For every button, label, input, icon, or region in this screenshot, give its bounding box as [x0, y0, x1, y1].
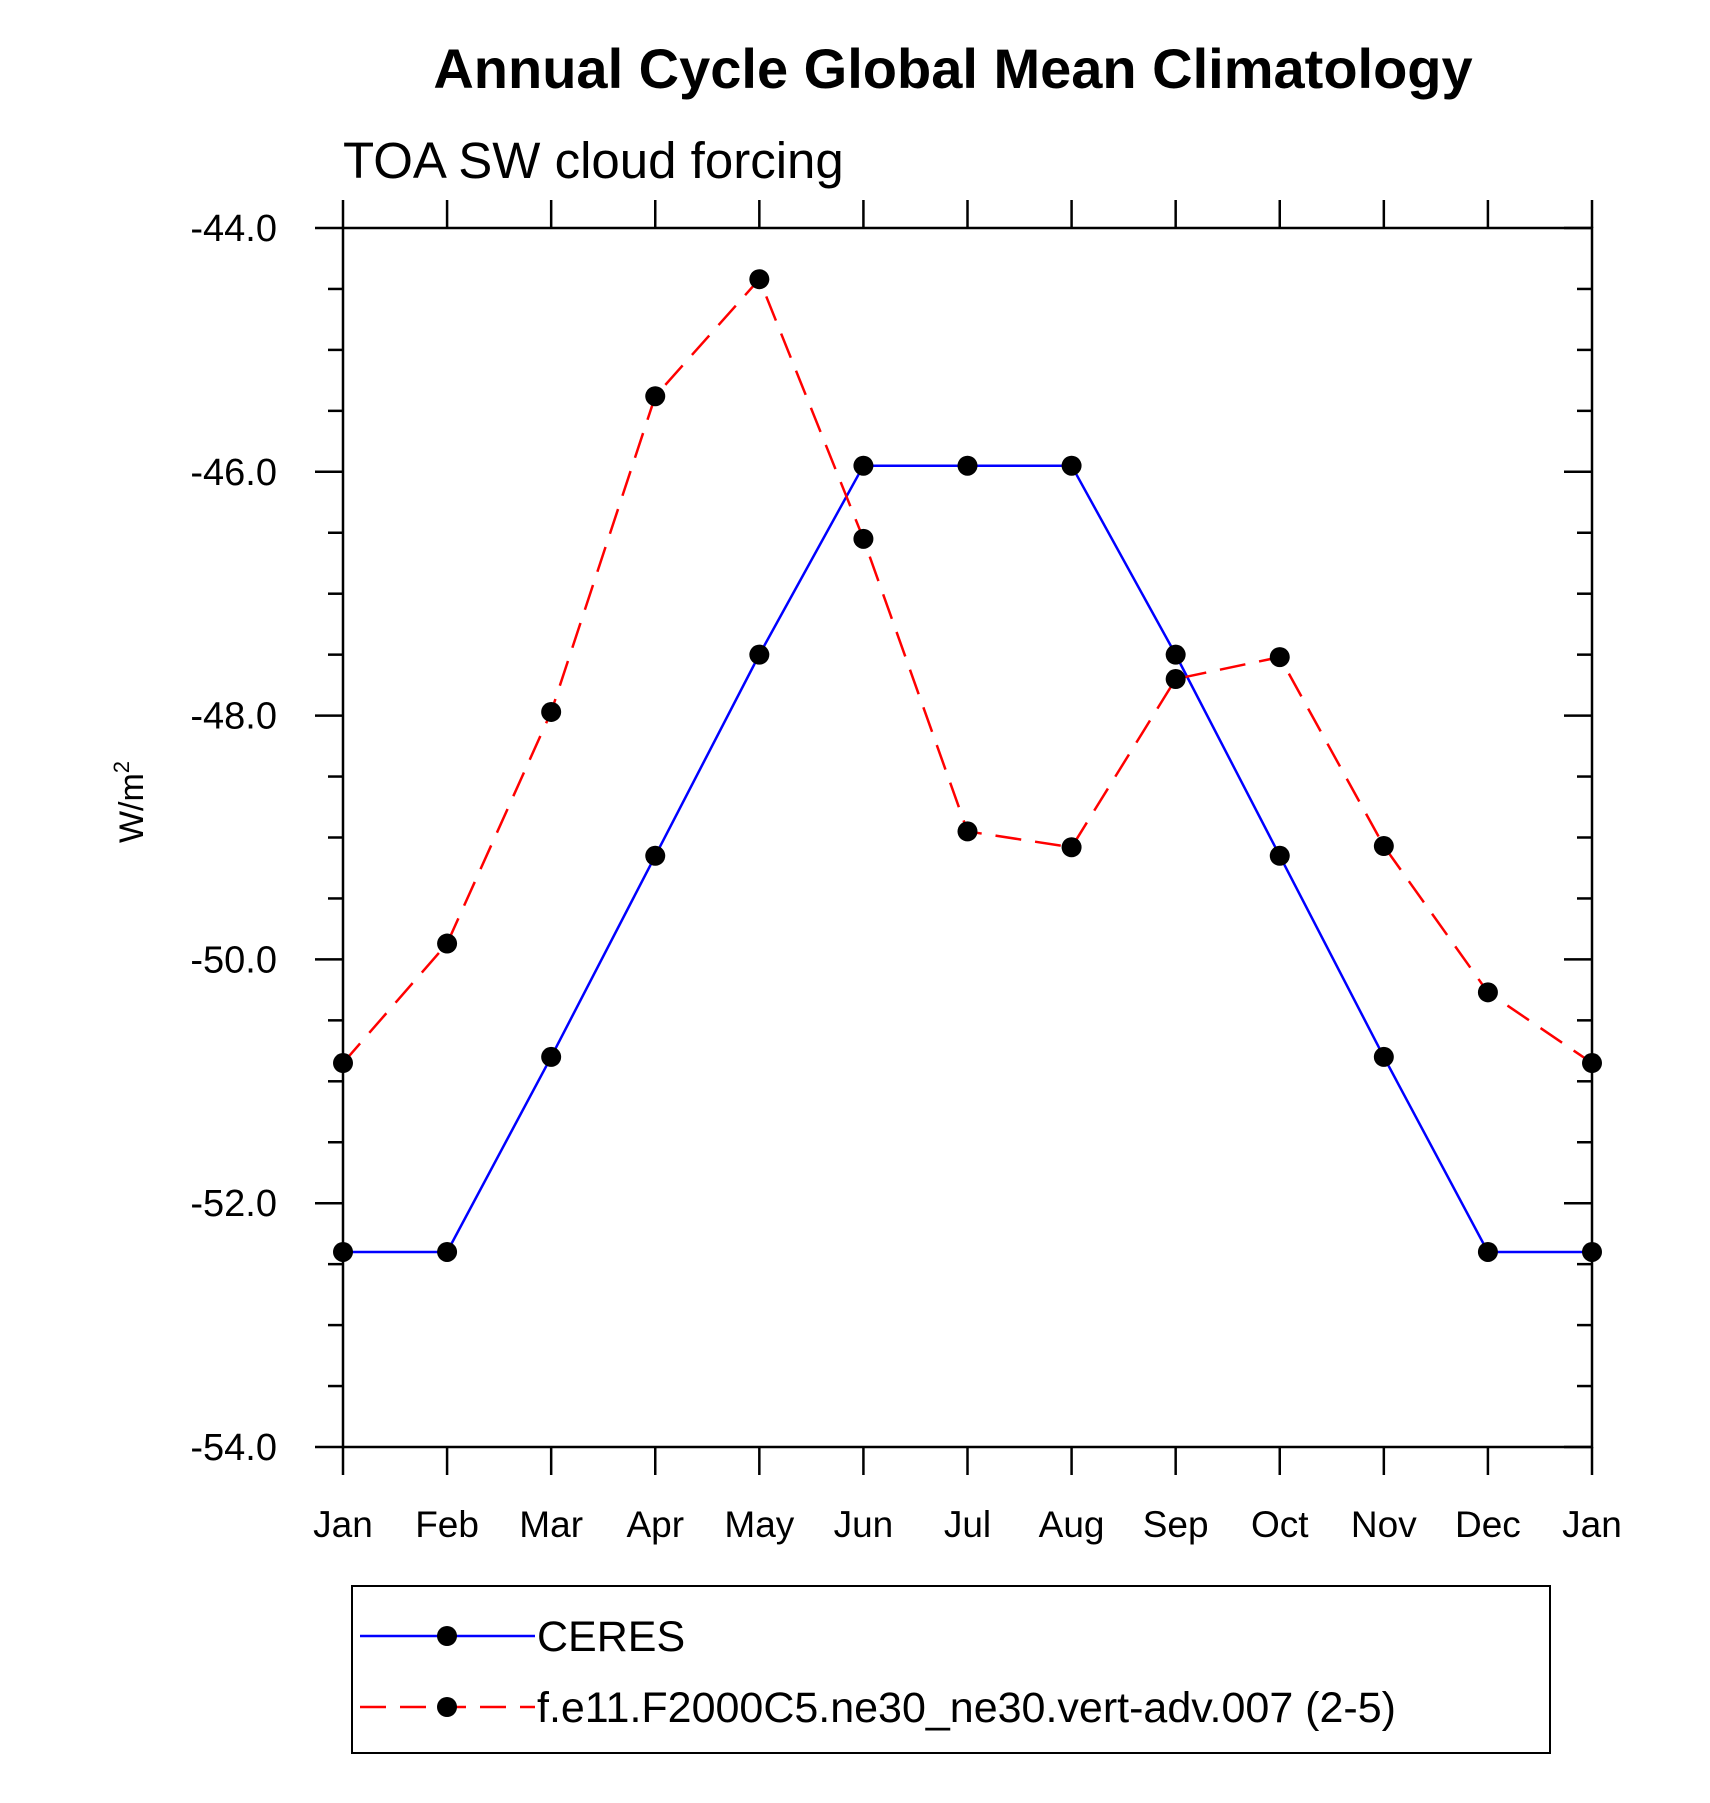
x-tick-label: Sep — [1143, 1504, 1209, 1545]
series-1-point — [437, 1241, 458, 1262]
legend-marker-2 — [437, 1697, 457, 1717]
series-1-point — [1269, 845, 1290, 866]
x-tick-label: Jan — [313, 1504, 373, 1545]
series-1-point — [957, 455, 978, 476]
y-tick-label: -48.0 — [190, 696, 277, 738]
series-2-point — [645, 386, 666, 407]
y-axis-label-superscript: 2 — [109, 761, 134, 773]
series-2-point — [749, 269, 770, 290]
x-tick-label: Jan — [1562, 1504, 1622, 1545]
series-2-point — [1582, 1053, 1602, 1074]
x-tick-label: Mar — [519, 1504, 583, 1545]
axes: -54.0 -52.0 -50.0 -48.0 -46.0 -44.0 Jan Feb Mar A… — [190, 200, 1622, 1545]
y-axis-label: W/m2 — [109, 761, 151, 843]
series-1-point — [749, 644, 770, 665]
x-tick-label: Jun — [834, 1504, 894, 1545]
x-tick-label: May — [724, 1504, 794, 1545]
chart-subtitle: TOA SW cloud forcing — [343, 132, 844, 189]
x-tick-label: Apr — [626, 1504, 684, 1545]
x-tick-label: Oct — [1251, 1504, 1309, 1545]
series-2-point — [853, 528, 874, 549]
y-tick-label: -46.0 — [190, 452, 277, 494]
series-1-point — [541, 1046, 562, 1067]
series-2-point — [1373, 836, 1394, 857]
series-2-point — [1061, 837, 1082, 858]
legend-marker-1 — [437, 1626, 457, 1646]
series-1-point — [333, 1241, 353, 1262]
series-1-point — [1582, 1241, 1602, 1262]
series-1-point — [853, 455, 874, 476]
series-2-point — [437, 933, 458, 954]
x-tick-label: Dec — [1455, 1504, 1521, 1545]
series-1-point — [1373, 1046, 1394, 1067]
x-tick-label: Nov — [1351, 1504, 1417, 1545]
x-tick-label: Aug — [1039, 1504, 1105, 1545]
y-tick-label: -54.0 — [190, 1427, 277, 1469]
x-tick-label: Jul — [944, 1504, 991, 1545]
series-1-point — [1165, 644, 1186, 665]
series-layer — [333, 269, 1602, 1262]
series-1-point — [645, 845, 666, 866]
series-2-point — [1477, 982, 1498, 1003]
series-line-2 — [342, 276, 1593, 1065]
legend-label-2: f.e11.F2000C5.ne30_ne30.vert-adv.007 (2-… — [537, 1684, 1396, 1732]
y-tick-label: -44.0 — [190, 208, 277, 250]
legend-box — [351, 1585, 1551, 1754]
series-1-point — [1061, 455, 1082, 476]
legend: CERES f.e11.F2000C5.ne30_ne30.vert-adv.00… — [351, 1585, 1551, 1754]
series-2-point — [957, 821, 978, 842]
legend-label-1: CERES — [537, 1613, 685, 1661]
series-2-point — [1269, 647, 1290, 668]
series-2-point — [1165, 669, 1186, 690]
y-axis-label-main: W/m — [113, 773, 151, 843]
chart-title: Annual Cycle Global Mean Climatology — [433, 37, 1472, 100]
series-1-point — [1477, 1241, 1498, 1262]
series-line-1 — [343, 464, 1592, 1254]
x-tick-label: Feb — [415, 1504, 479, 1545]
series-2-point — [333, 1053, 353, 1074]
series-2-point — [541, 701, 562, 722]
y-tick-label: -52.0 — [190, 1183, 277, 1225]
y-tick-label: -50.0 — [190, 939, 277, 981]
